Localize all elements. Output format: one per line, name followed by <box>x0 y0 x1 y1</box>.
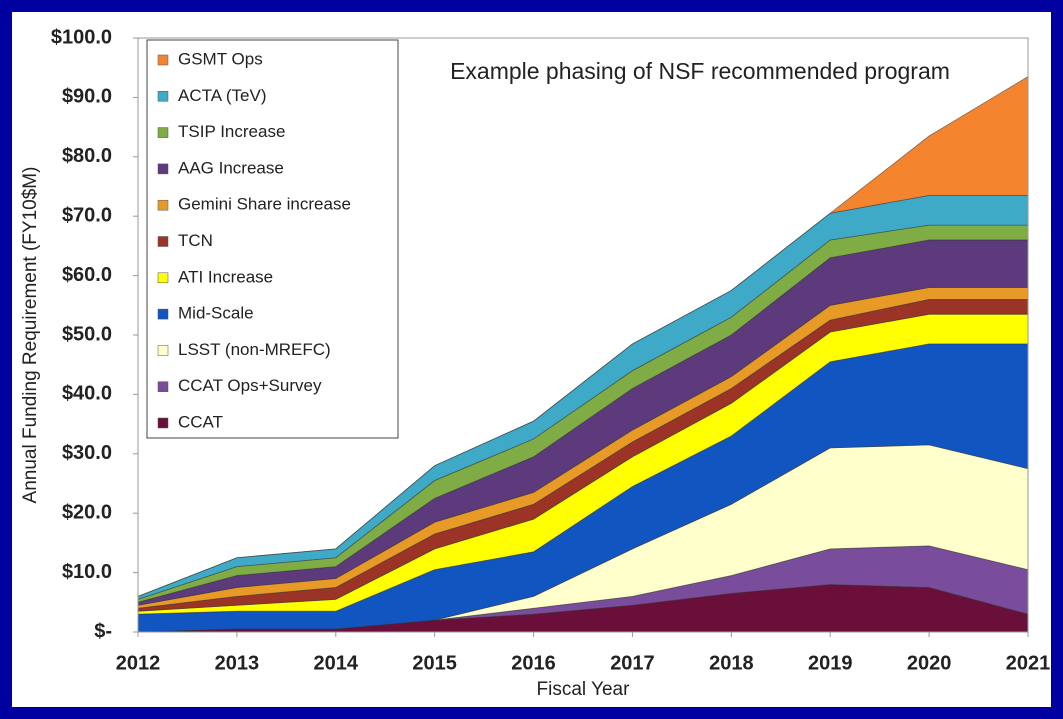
legend-swatch <box>157 272 169 284</box>
legend-label: Gemini Share increase <box>178 195 351 214</box>
y-tick-label: $70.0 <box>62 204 112 226</box>
y-axis-label: Annual Funding Requirement (FY10$M) <box>20 167 41 504</box>
y-tick-label: $30.0 <box>62 442 112 464</box>
legend-label: TCN <box>178 231 213 250</box>
y-tick-label: $40.0 <box>62 383 112 405</box>
legend-swatch <box>157 91 169 102</box>
y-tick-label: $- <box>94 620 112 642</box>
x-tick-label: 2012 <box>116 652 161 674</box>
legend-swatch <box>157 417 169 429</box>
x-tick-label: 2020 <box>907 652 952 674</box>
legend-swatch <box>157 345 169 356</box>
legend-label: CCAT Ops+Survey <box>178 376 322 395</box>
legend-swatch <box>157 127 169 138</box>
y-tick-label: $100.0 <box>51 26 112 48</box>
legend-label: ACTA (TeV) <box>178 86 266 105</box>
x-tick-label: 2021 <box>1006 652 1051 674</box>
legend-label: LSST (non-MREFC) <box>178 340 331 359</box>
legend-swatch <box>157 236 169 247</box>
legend-label: AAG Increase <box>178 158 284 177</box>
legend-box <box>146 39 399 439</box>
x-axis-label: Fiscal Year <box>537 679 631 700</box>
y-tick-label: $50.0 <box>62 323 112 345</box>
x-tick-label: 2016 <box>511 652 556 674</box>
legend-label: GSMT Ops <box>178 49 263 68</box>
x-tick-label: 2013 <box>215 652 260 674</box>
legend-swatch <box>157 199 169 211</box>
legend-swatch <box>157 381 169 392</box>
legend-swatch <box>157 163 169 175</box>
y-tick-label: $60.0 <box>62 264 112 286</box>
legend-swatch <box>157 308 169 320</box>
x-tick-label: 2019 <box>808 652 853 674</box>
legend-label: ATI Increase <box>178 267 273 286</box>
x-tick-label: 2017 <box>610 652 655 674</box>
x-tick-label: 2018 <box>709 652 754 674</box>
y-tick-label: $20.0 <box>62 501 112 523</box>
legend-swatch <box>157 54 169 66</box>
legend-label: CCAT <box>178 412 223 431</box>
x-tick-label: 2015 <box>412 652 457 674</box>
y-tick-label: $90.0 <box>62 86 112 108</box>
annotation: Example phasing of NSF recommended progr… <box>450 58 950 84</box>
x-tick-label: 2014 <box>314 652 359 674</box>
legend-label: TSIP Increase <box>178 122 285 141</box>
y-tick-label: $10.0 <box>62 561 112 583</box>
legend-label: Mid-Scale <box>178 304 254 323</box>
y-tick-label: $80.0 <box>62 145 112 167</box>
